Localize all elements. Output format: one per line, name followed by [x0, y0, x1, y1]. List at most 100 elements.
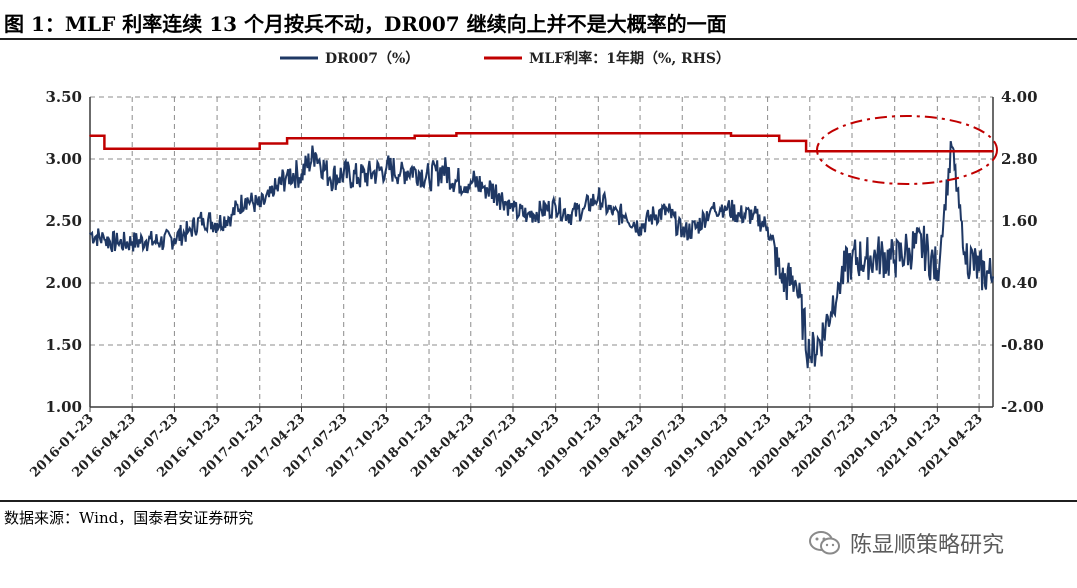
axes [89, 97, 994, 412]
footer-rule [0, 500, 1077, 502]
dr007-point [413, 168, 416, 170]
watermark: 陈显顺策略研究 [808, 528, 1004, 558]
dr007-point [624, 214, 627, 216]
dr007-point [244, 197, 247, 200]
y-tick-left: 2.50 [45, 212, 82, 230]
series [89, 131, 994, 369]
dr007-point [922, 245, 924, 247]
legend-label-mlf: MLF利率：1年期（%, RHS） [529, 50, 730, 67]
grid [90, 96, 993, 407]
dr007-point [738, 214, 741, 216]
dr007-point [399, 170, 402, 173]
dr007-point [766, 226, 769, 228]
dr007-point [455, 180, 458, 183]
series-dr007 [89, 141, 994, 369]
mlf-point [103, 147, 106, 150]
dr007-point [442, 168, 445, 170]
annotations [816, 115, 998, 185]
legend-label-dr007: DR007（%） [325, 51, 419, 67]
dr007-point [230, 214, 233, 216]
dr007-point [258, 205, 261, 207]
dr007-point [963, 251, 966, 253]
dr007-point [710, 207, 712, 210]
dr007-point [865, 257, 868, 259]
dr007-point [667, 210, 670, 212]
dr007-point [837, 282, 839, 284]
dr007-point [851, 257, 853, 259]
mlf-point [413, 134, 416, 137]
dr007-point [187, 230, 190, 232]
y-tick-right: -0.80 [1001, 336, 1044, 354]
watermark-text: 陈显顺策略研究 [850, 533, 1005, 558]
mlf-point [455, 132, 458, 134]
dr007-point [328, 176, 331, 179]
dr007-point [724, 205, 726, 207]
dr007-point [159, 241, 162, 243]
title-rule [0, 38, 1077, 40]
mlf-point [978, 150, 980, 153]
dr007-point [809, 356, 811, 359]
y-tick-right: 2.80 [1001, 150, 1038, 168]
dr007-point [371, 173, 374, 175]
dr007-point [103, 238, 106, 241]
dr007-point [992, 276, 994, 278]
dr007-point [483, 185, 486, 188]
mlf-point [992, 150, 994, 153]
dr007-point [936, 269, 939, 272]
y-tick-left: 2.00 [45, 274, 82, 292]
y-tick-right: 0.40 [1001, 274, 1038, 292]
dr007-point [978, 269, 980, 272]
y-tick-right: 1.60 [1001, 212, 1038, 230]
dr007-point [611, 214, 614, 216]
y-axis-right: -2.00 -0.80 0.40 1.60 2.80 4.00 [1001, 88, 1044, 416]
dr007-point [908, 247, 910, 250]
dr007-point [752, 214, 755, 216]
dr007-point [300, 173, 303, 175]
dr007-point [681, 232, 684, 235]
dr007-point [428, 176, 430, 179]
dr007-point [385, 166, 388, 169]
series-mlf [89, 131, 994, 153]
mlf-point [258, 142, 261, 145]
source-note: 数据来源：Wind，国泰君安证券研究 [4, 509, 254, 527]
mlf-point [730, 134, 732, 137]
dr007-point [653, 214, 655, 216]
dr007-point [314, 152, 317, 154]
dr007-point [89, 232, 91, 235]
mlf-point [286, 137, 288, 140]
dr007-point [554, 205, 557, 207]
y-tick-left: 3.50 [45, 88, 82, 106]
dr007-point [273, 192, 275, 195]
dr007-point [950, 145, 953, 148]
highlight-ellipse [816, 115, 998, 185]
chart-title: 图 1：MLF 利率连续 13 个月按兵不动，DR007 继续向上并不是大概率的… [4, 12, 727, 36]
mlf-point [805, 150, 807, 153]
dr007-point [117, 242, 119, 245]
dr007-line [89, 141, 994, 369]
dr007-point [695, 226, 698, 228]
dr007-point [286, 173, 288, 175]
y-tick-left: 1.00 [45, 398, 82, 416]
y-tick-right: 4.00 [1001, 88, 1038, 106]
dr007-point [893, 259, 896, 262]
mlf-point [89, 134, 91, 137]
legend: DR007（%） MLF利率：1年期（%, RHS） [280, 50, 730, 67]
dr007-point [145, 240, 147, 242]
dr007-point [131, 241, 134, 243]
dr007-point [822, 331, 825, 334]
dr007-point [357, 176, 359, 179]
dr007-point [469, 180, 472, 183]
y-tick-left: 3.00 [45, 150, 82, 168]
y-tick-left: 1.50 [45, 336, 82, 354]
dr007-point [342, 173, 345, 175]
mlf-line [90, 131, 993, 153]
chart: DR007（%） MLF利率：1年期（%, RHS） 1.00 1.50 2.00 2… [27, 50, 1044, 481]
mlf-point [778, 140, 780, 142]
dr007-point [879, 254, 882, 257]
dr007-point [597, 195, 600, 197]
y-axis-left: 1.00 1.50 2.00 2.50 3.00 3.50 [45, 88, 82, 416]
wechat-icon [809, 531, 840, 555]
dr007-point [569, 214, 571, 216]
dr007-point [512, 210, 514, 212]
dr007-point [216, 222, 218, 225]
